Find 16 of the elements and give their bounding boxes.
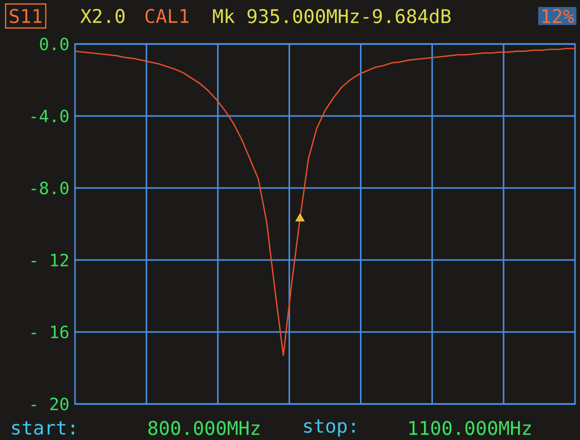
text: CAL1: [145, 8, 188, 24]
chart-title: S11: [10, 8, 42, 24]
text: start:: [12, 421, 74, 435]
line-series: [74, 48, 576, 356]
text: Mk 935.000MHz-9.684dB: [213, 8, 451, 24]
text: stop:: [304, 419, 355, 437]
text: 800.000MHz: [148, 420, 260, 436]
y-tick-label: -8.0: [32, 182, 68, 194]
y-tick-label: -4.0: [32, 110, 68, 122]
y-tick-label: 0.0: [40, 38, 68, 50]
y-tick-label: - 12: [32, 254, 68, 266]
text: 1100.000MHz: [409, 420, 531, 436]
y-tick-label: - 16: [32, 326, 68, 338]
text: X2.0: [80, 8, 125, 24]
y-tick-label: - 20: [32, 398, 68, 410]
text: 12%: [542, 8, 574, 24]
